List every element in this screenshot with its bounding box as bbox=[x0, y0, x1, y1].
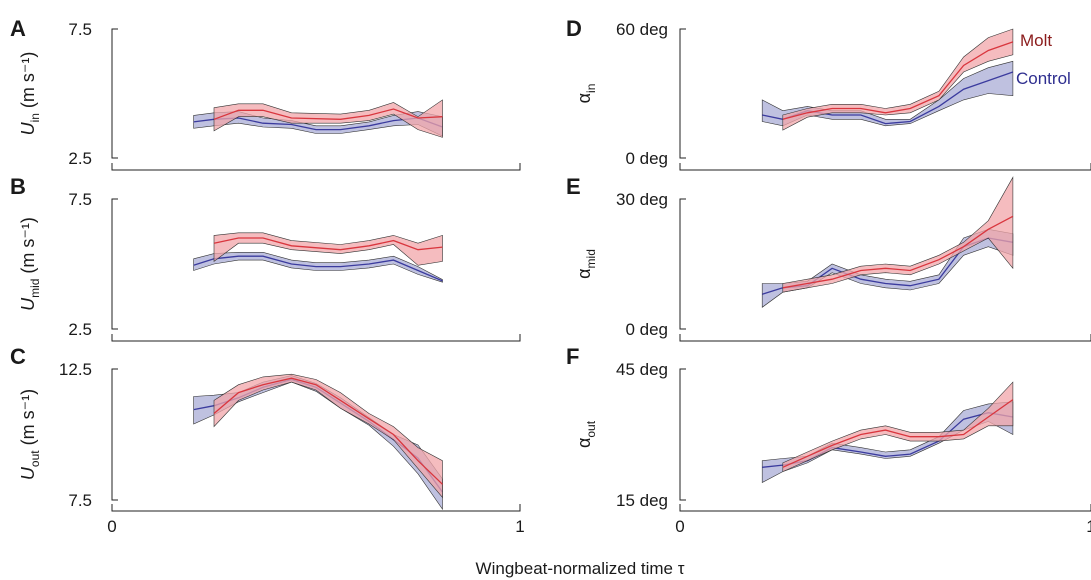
x-axis-line bbox=[679, 504, 1091, 512]
panel-letter: F bbox=[566, 344, 579, 369]
y-axis-line bbox=[111, 368, 118, 501]
panel-letter: E bbox=[566, 174, 581, 199]
panel-letter: A bbox=[10, 16, 26, 41]
y-axis-line bbox=[679, 368, 686, 501]
control-confidence-band bbox=[761, 401, 1014, 483]
panel-e: E 30 deg 0 deg αmid bbox=[566, 174, 1091, 342]
x-tick-label-1: 1 bbox=[1086, 517, 1091, 536]
panel-b: B 7.5 2.5 Umid (m s⁻¹) bbox=[10, 174, 521, 342]
x-axis-line bbox=[111, 504, 521, 512]
legend-control: Control bbox=[1016, 69, 1071, 88]
panel-d: D 60 deg 0 deg αin bbox=[566, 16, 1091, 171]
panel-c: C 12.5 7.5 0 1 Uout (m s⁻¹) bbox=[10, 344, 525, 536]
y-axis-line bbox=[111, 198, 118, 330]
control-series-line bbox=[193, 255, 443, 282]
y-tick-label-bottom: 0 deg bbox=[625, 149, 668, 168]
x-tick-label-1: 1 bbox=[515, 517, 524, 536]
x-tick-label-0: 0 bbox=[107, 517, 116, 536]
y-axis-line bbox=[679, 28, 686, 159]
y-axis-label: αout bbox=[574, 420, 598, 448]
y-tick-label-bottom: 2.5 bbox=[68, 320, 92, 339]
y-axis-label: αmid bbox=[574, 249, 598, 279]
panel-letter: C bbox=[10, 344, 26, 369]
y-axis-line bbox=[111, 28, 118, 159]
y-tick-label-top: 12.5 bbox=[59, 360, 92, 379]
x-axis-line bbox=[679, 163, 1091, 171]
y-axis-label: αin bbox=[574, 84, 598, 104]
x-axis-line bbox=[111, 163, 521, 171]
panel-letter: B bbox=[10, 174, 26, 199]
y-axis-line bbox=[679, 198, 686, 330]
x-axis-label: Wingbeat-normalized time τ bbox=[476, 559, 685, 578]
legend-molt: Molt bbox=[1020, 31, 1052, 50]
y-axis-label: Uout (m s⁻¹) bbox=[18, 389, 42, 480]
molt-series-line bbox=[782, 41, 1014, 120]
molt-series-line bbox=[213, 108, 443, 120]
molt-series-line bbox=[213, 237, 443, 251]
y-tick-label-top: 7.5 bbox=[68, 20, 92, 39]
y-tick-label-bottom: 0 deg bbox=[625, 320, 668, 339]
x-tick-label-0: 0 bbox=[675, 517, 684, 536]
panel-letter: D bbox=[566, 16, 582, 41]
y-axis-label: Uin (m s⁻¹) bbox=[18, 52, 42, 136]
panels-layer: A 7.5 2.5 Uin (m s⁻¹) B 7.5 2.5 Umid (m s⁻¹) C 12… bbox=[10, 16, 1091, 536]
panel-a: A 7.5 2.5 Uin (m s⁻¹) bbox=[10, 16, 521, 171]
x-axis-line bbox=[679, 334, 1091, 342]
molt-confidence-band bbox=[782, 28, 1014, 131]
panel-f: F 45 deg 15 deg 0 1 αout bbox=[566, 344, 1091, 536]
y-axis-label: Umid (m s⁻¹) bbox=[18, 217, 42, 311]
y-tick-label-top: 30 deg bbox=[616, 190, 668, 209]
molt-confidence-band bbox=[213, 373, 443, 499]
molt-series-line bbox=[782, 399, 1014, 468]
x-axis-line bbox=[111, 334, 521, 342]
molt-confidence-band bbox=[782, 381, 1014, 473]
y-tick-label-top: 60 deg bbox=[616, 20, 668, 39]
y-tick-label-top: 45 deg bbox=[616, 360, 668, 379]
y-tick-label-bottom: 7.5 bbox=[68, 491, 92, 510]
y-tick-label-bottom: 15 deg bbox=[616, 491, 668, 510]
y-tick-label-bottom: 2.5 bbox=[68, 149, 92, 168]
y-tick-label-top: 7.5 bbox=[68, 190, 92, 209]
molt-series-line bbox=[213, 377, 443, 485]
molt-series-line bbox=[782, 215, 1014, 289]
